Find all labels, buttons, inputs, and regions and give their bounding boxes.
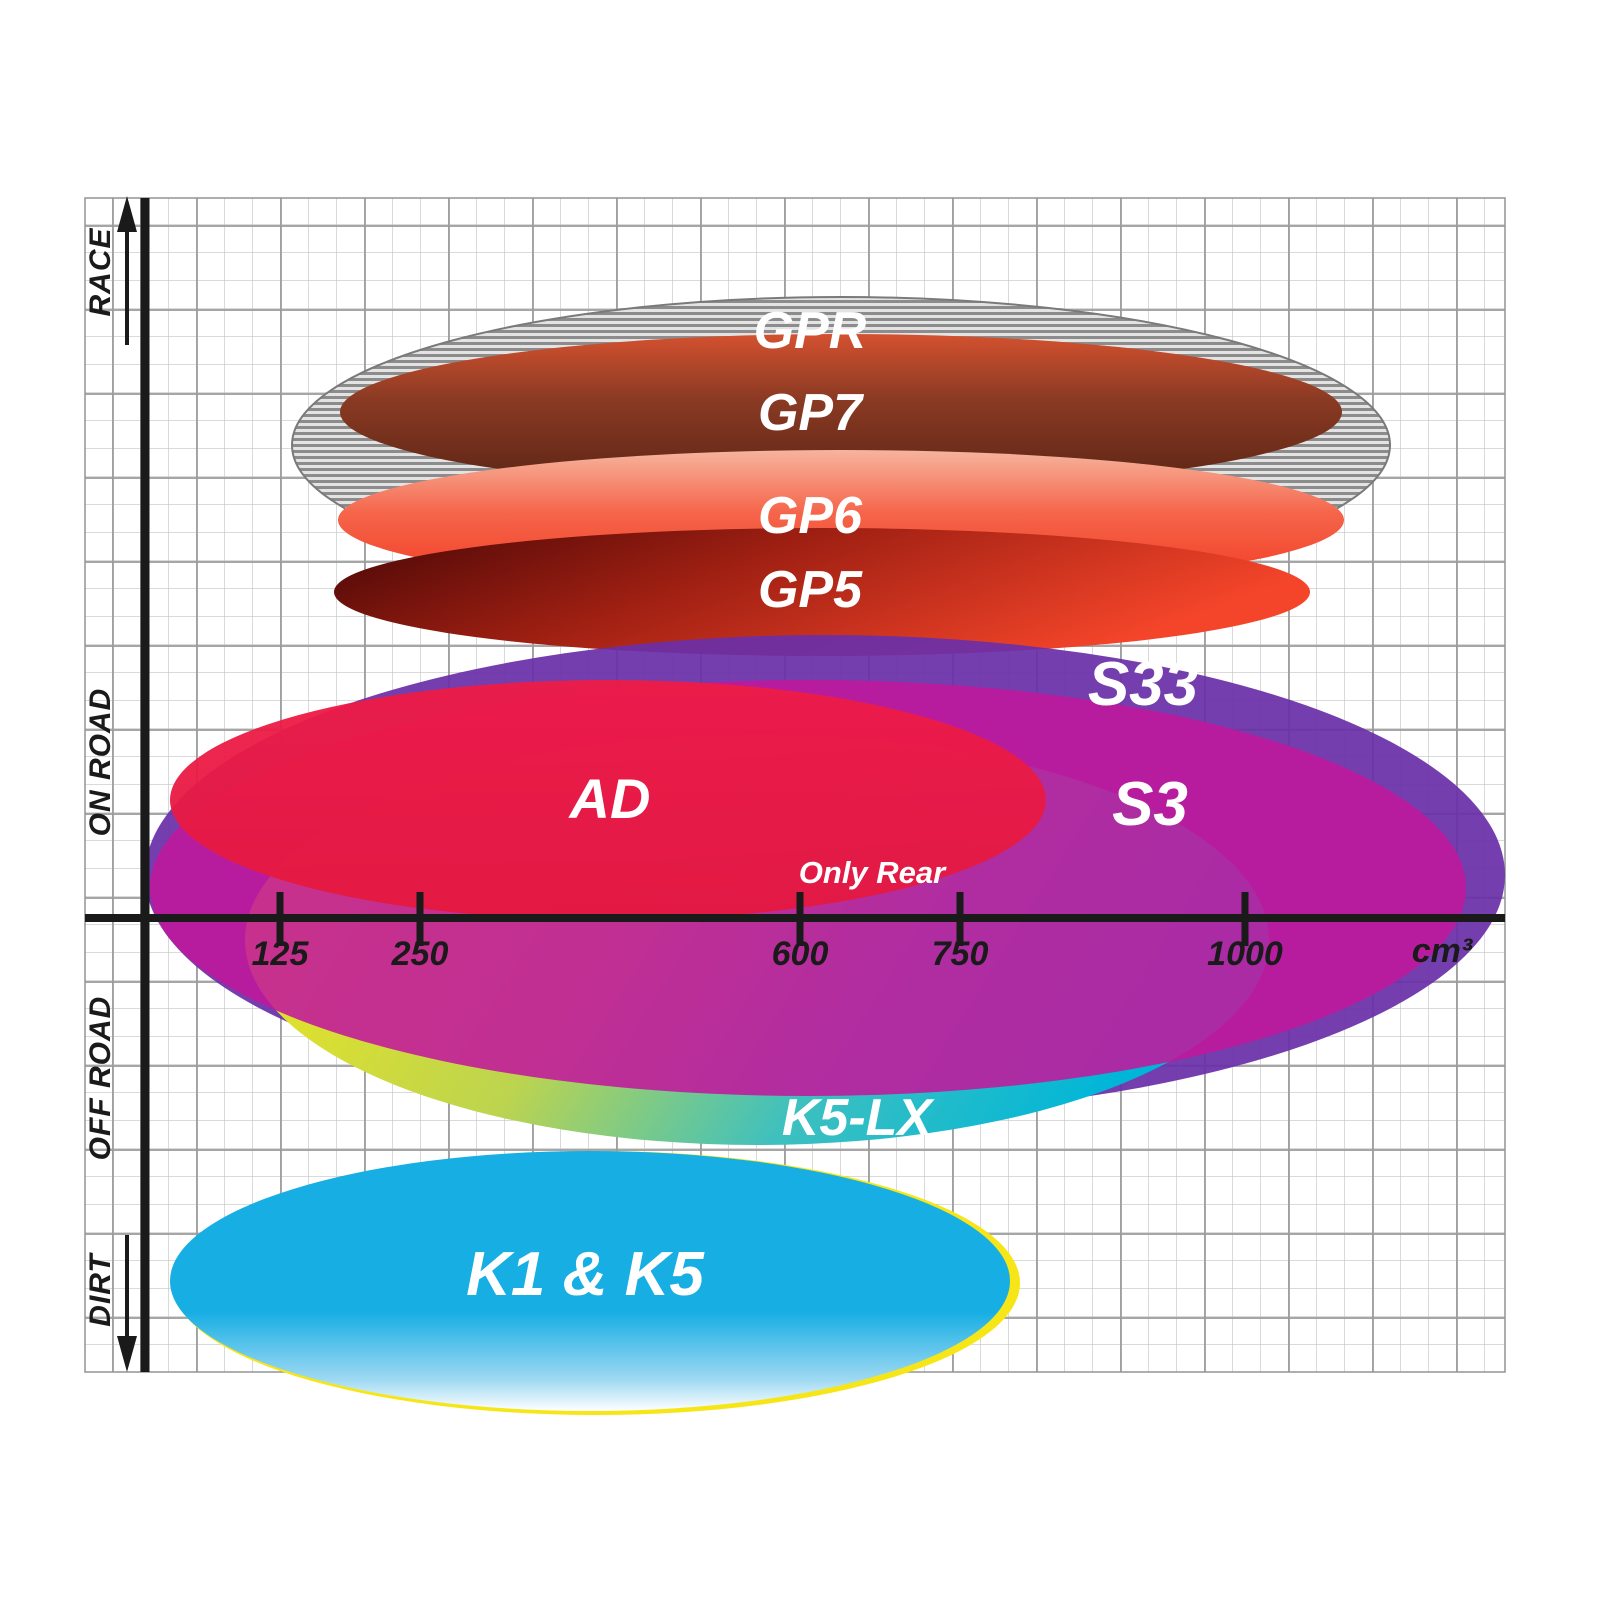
region-label-gpr: GPR: [754, 302, 867, 360]
region-gp7[interactable]: [340, 334, 1342, 490]
race-up-arrow-icon: [117, 196, 137, 345]
region-label-s3: S3: [1112, 770, 1188, 839]
region-label-k1k5: K1 & K5: [466, 1240, 705, 1309]
region-note-only-rear: Only Rear: [799, 855, 947, 890]
region-label-k5lx: K5-LX: [782, 1089, 936, 1147]
dirt-down-arrow-icon: [117, 1235, 137, 1372]
region-label-s33: S33: [1088, 650, 1198, 719]
region-label-gp6: GP6: [758, 487, 863, 545]
region-gp5[interactable]: [334, 528, 1310, 656]
y-category-off-road: OFF ROAD: [84, 996, 117, 1161]
chart-axes: [85, 198, 1505, 1372]
x-axis-unit-label: cm³: [1412, 932, 1474, 970]
region-label-gp7: GP7: [758, 384, 864, 442]
y-category-on-road: ON ROAD: [84, 688, 117, 837]
x-tick-750: 750: [932, 935, 989, 973]
x-tick-1000: 1000: [1207, 935, 1283, 973]
region-ad[interactable]: [170, 680, 1046, 920]
x-tick-600: 600: [772, 935, 829, 973]
x-tick-125: 125: [252, 935, 310, 973]
region-k1k5[interactable]: [170, 1151, 1020, 1415]
y-category-dirt: DIRT: [84, 1252, 117, 1327]
y-category-race: RACE: [84, 227, 117, 316]
region-label-gp5: GP5: [758, 561, 863, 619]
region-label-ad: AD: [568, 767, 651, 830]
x-tick-250: 250: [391, 935, 449, 973]
